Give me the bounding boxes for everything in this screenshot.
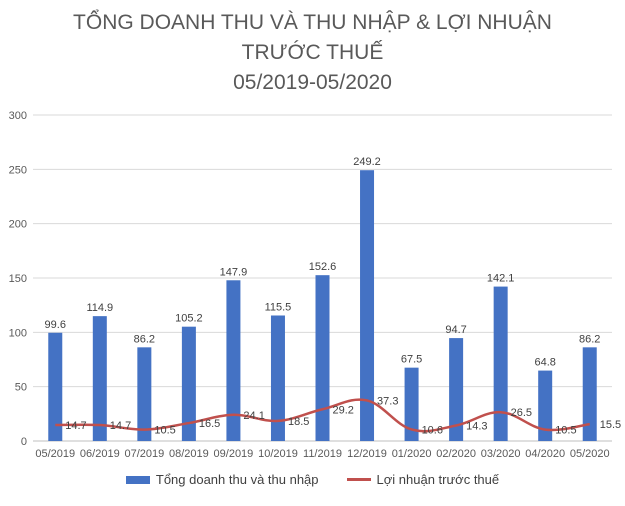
bar (181, 326, 196, 441)
x-tick-label: 09/2019 (214, 448, 254, 460)
bar (315, 275, 330, 441)
chart-title-line-2: TRƯỚC THUẾ (241, 41, 384, 64)
bar-data-label: 142.1 (487, 273, 515, 285)
bar-data-label: 94.7 (445, 324, 466, 336)
chart-legend: Tổng doanh thu và thu nhập Lợi nhuận trư… (0, 472, 625, 487)
bar (582, 347, 597, 441)
bar-data-label: 67.5 (401, 354, 422, 366)
bar-data-label: 99.6 (45, 319, 66, 331)
chart-title-line-3: 05/2019-05/2020 (233, 71, 392, 94)
x-tick-label: 05/2020 (570, 448, 610, 460)
bar (404, 367, 419, 441)
y-tick-label: 200 (9, 219, 27, 231)
legend-swatch-profit (346, 478, 371, 481)
bar (270, 315, 285, 441)
line-data-label: 37.3 (377, 395, 398, 407)
bar (538, 370, 553, 441)
bar (48, 332, 63, 441)
x-tick-label: 02/2020 (436, 448, 476, 460)
bar (226, 280, 241, 441)
line-data-label: 14.7 (110, 420, 131, 432)
y-tick-label: 250 (9, 164, 27, 176)
legend-label-revenue: Tổng doanh thu và thu nhập (155, 472, 319, 487)
legend-label-profit: Lợi nhuận trước thuế (376, 472, 500, 487)
x-tick-label: 10/2019 (258, 448, 298, 460)
x-tick-label: 04/2020 (525, 448, 565, 460)
x-tick-label: 11/2019 (303, 448, 342, 460)
x-tick-label: 08/2019 (169, 448, 209, 460)
legend-item-profit: Lợi nhuận trước thuế (346, 472, 500, 487)
line-data-label: 10.5 (555, 425, 576, 437)
x-tick-label: 05/2019 (35, 448, 75, 460)
bar (449, 338, 464, 441)
line-data-label: 26.5 (511, 407, 532, 419)
bar-data-label: 249.2 (353, 156, 381, 168)
y-tick-label: 0 (21, 436, 27, 448)
x-tick-label: 06/2019 (80, 448, 120, 460)
x-tick-label: 07/2019 (124, 448, 164, 460)
x-tick-label: 01/2020 (392, 448, 432, 460)
y-tick-label: 300 (9, 110, 27, 122)
legend-swatch-revenue (125, 475, 150, 484)
line-data-label: 10.6 (422, 424, 443, 436)
bar (92, 316, 107, 441)
profit-line (55, 398, 590, 433)
bar-data-label: 114.9 (86, 302, 113, 314)
bar (360, 170, 375, 441)
line-data-label: 15.5 (600, 419, 621, 431)
bar-data-label: 115.5 (265, 301, 292, 313)
y-tick-label: 50 (15, 382, 27, 394)
line-data-label: 24.1 (243, 410, 264, 422)
x-tick-label: 03/2020 (481, 448, 521, 460)
legend-item-revenue: Tổng doanh thu và thu nhập (125, 472, 319, 487)
line-data-label: 10.5 (154, 425, 175, 437)
bar-data-label: 152.6 (309, 261, 337, 273)
y-tick-label: 100 (9, 327, 27, 339)
bar-data-label: 86.2 (134, 333, 155, 345)
bar-data-label: 105.2 (175, 313, 203, 325)
bar (137, 347, 152, 441)
chart-title-line-1: TỔNG DOANH THU VÀ THU NHẬP & LỢI NHUẬN (73, 11, 552, 34)
line-data-label: 14.7 (65, 420, 86, 432)
bar-data-label: 64.8 (534, 357, 555, 369)
line-data-label: 14.3 (466, 420, 487, 432)
x-tick-label: 12/2019 (347, 448, 387, 460)
y-tick-label: 150 (9, 273, 27, 285)
bar-data-label: 147.9 (220, 266, 248, 278)
bar-data-label: 86.2 (579, 333, 600, 345)
chart-title: TỔNG DOANH THU VÀ THU NHẬP & LỢI NHUẬN T… (0, 8, 625, 98)
line-data-label: 29.2 (333, 404, 354, 416)
line-data-label: 18.5 (288, 416, 309, 428)
bar (493, 286, 508, 441)
line-data-label: 16.5 (199, 418, 220, 430)
